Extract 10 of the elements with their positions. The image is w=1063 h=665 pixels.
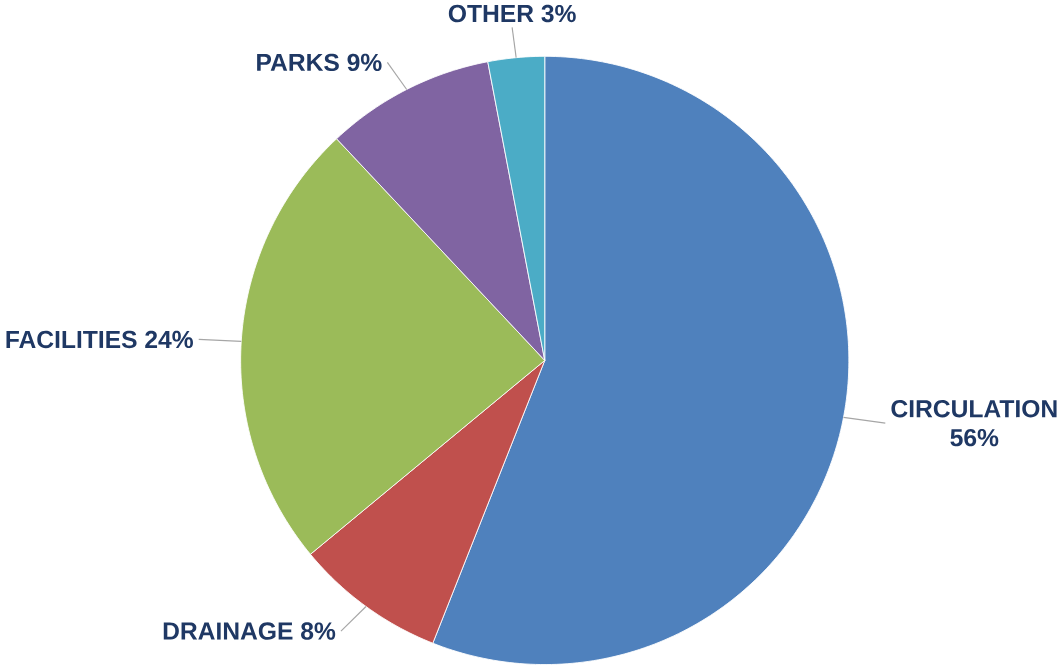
slice-label: PARKS	[257, 53, 339, 72]
data-label: 56%	[950, 428, 999, 447]
data-label: 3%	[541, 4, 576, 23]
slice-label: DRAINAGE	[163, 622, 293, 640]
data-label: 8%	[301, 622, 336, 640]
slice-label: OTHER	[448, 4, 534, 23]
data-label: 9%	[347, 53, 382, 72]
slice-label: CIRCULATION	[891, 399, 1057, 418]
data-label: 24%	[145, 330, 193, 349]
slice-label: FACILITIES	[6, 330, 137, 349]
